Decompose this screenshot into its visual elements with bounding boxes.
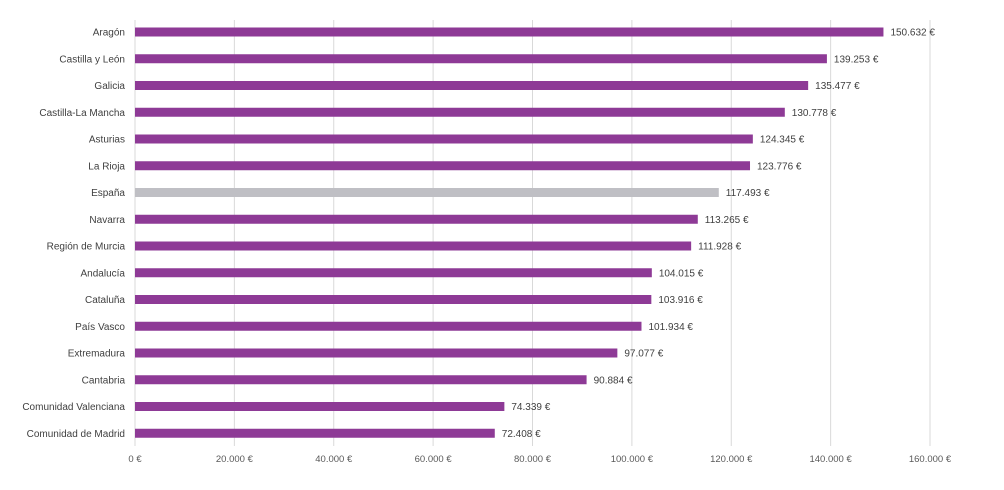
bar <box>135 107 785 117</box>
bar <box>135 134 753 144</box>
category-label: Castilla y León <box>59 54 125 65</box>
data-label: 124.345 € <box>760 135 805 146</box>
category-label: España <box>91 188 125 199</box>
x-tick-label: 20.000 € <box>216 454 254 465</box>
category-label: Extremadura <box>68 349 126 360</box>
category-label: Navarra <box>89 215 125 226</box>
data-label: 74.339 € <box>511 402 550 413</box>
value-labels: 150.632 € 139.253 € 135.477 € 130.778 € 124.… <box>502 28 936 440</box>
data-label: 104.015 € <box>659 268 704 279</box>
category-label: Región de Murcia <box>47 242 126 253</box>
data-label: 150.632 € <box>890 28 935 39</box>
bar <box>135 402 505 411</box>
bar <box>135 81 809 90</box>
data-label: 111.928 € <box>698 242 741 253</box>
gridlines <box>134 20 931 446</box>
data-label: 123.776 € <box>757 161 802 172</box>
data-label: 117.493 € <box>726 188 770 199</box>
x-tick-label: 0 € <box>128 454 142 465</box>
bar <box>135 214 698 224</box>
data-label: 113.265 € <box>705 215 749 226</box>
x-tick-label: 120.000 € <box>710 454 753 465</box>
category-label: Comunidad de Madrid <box>27 429 125 440</box>
x-tick-label: 160.000 € <box>909 454 952 465</box>
bars <box>135 27 884 438</box>
bar <box>135 321 642 331</box>
category-label: Aragón <box>93 28 125 39</box>
category-label: Castilla-La Mancha <box>39 108 125 119</box>
x-tick-label: 60.000 € <box>415 454 453 465</box>
category-label: Comunidad Valenciana <box>22 402 125 413</box>
x-tick-label: 40.000 € <box>315 454 353 465</box>
category-label: La Rioja <box>88 161 125 172</box>
bar <box>135 268 652 278</box>
category-label: País Vasco <box>75 322 125 333</box>
x-tick-label: 100.000 € <box>611 454 654 465</box>
data-label: 72.408 € <box>502 429 541 440</box>
data-label: 90.884 € <box>594 375 633 386</box>
bar <box>135 375 587 385</box>
category-label: Cataluña <box>85 295 125 306</box>
data-label: 139.253 € <box>834 54 879 65</box>
data-label: 103.916 € <box>658 295 703 306</box>
bar <box>135 428 495 438</box>
bar <box>135 161 751 171</box>
category-label: Cantabria <box>82 375 126 386</box>
data-label: 130.778 € <box>792 108 837 119</box>
x-tick-label: 80.000 € <box>514 454 552 465</box>
category-label: Asturias <box>89 135 125 146</box>
data-label: 97.077 € <box>624 349 663 360</box>
bar <box>135 241 692 251</box>
bar <box>135 295 652 304</box>
data-label: 101.934 € <box>648 322 693 333</box>
bar <box>135 188 719 197</box>
bar <box>135 27 884 37</box>
x-tick-label: 140.000 € <box>809 454 852 465</box>
x-axis-tick-labels: 0 € 20.000 € 40.000 € 60.000 € 80.000 € 100.0… <box>128 454 951 465</box>
bar <box>135 348 618 358</box>
category-label: Galicia <box>94 81 125 92</box>
category-label: Andalucía <box>81 268 126 279</box>
bar <box>135 54 827 64</box>
category-labels: Aragón Castilla y León Galicia Castilla-La … <box>22 28 125 440</box>
data-label: 135.477 € <box>815 81 860 92</box>
